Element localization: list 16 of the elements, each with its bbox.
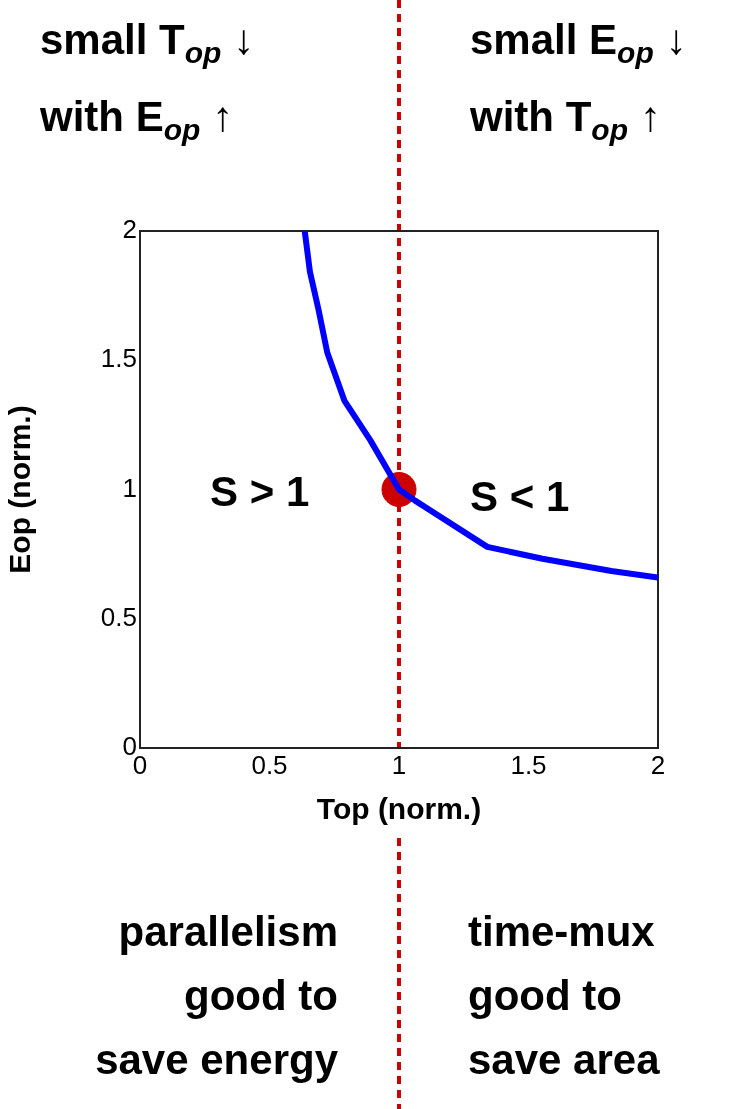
x-tick-label: 1 bbox=[391, 749, 407, 780]
y-axis-title: Eop (norm.) bbox=[3, 405, 37, 574]
text: time-mux good to save area bbox=[468, 907, 660, 1085]
y-tick-label: 1 bbox=[122, 472, 137, 503]
y-tick-label: 2 bbox=[122, 214, 137, 245]
text: small T$_{op}$ ↓ with E$_{op}$ ↑ bbox=[40, 16, 255, 147]
x-tick-label: 0.5 bbox=[251, 749, 288, 780]
x-axis-title: Top (norm.) bbox=[316, 792, 482, 826]
annotation: S < 1 bbox=[470, 472, 570, 522]
text: parallelism good to save energy bbox=[95, 907, 338, 1085]
x-tick-label: 2 bbox=[650, 749, 666, 780]
annotation: S > 1 bbox=[210, 467, 310, 517]
y-tick-label: 0.5 bbox=[100, 601, 137, 632]
y-tick-label: 1.5 bbox=[100, 343, 137, 374]
x-tick-label: 1.5 bbox=[510, 749, 547, 780]
text: small E$_{op}$ ↓ with T$_{op}$ ↑ bbox=[470, 16, 687, 147]
